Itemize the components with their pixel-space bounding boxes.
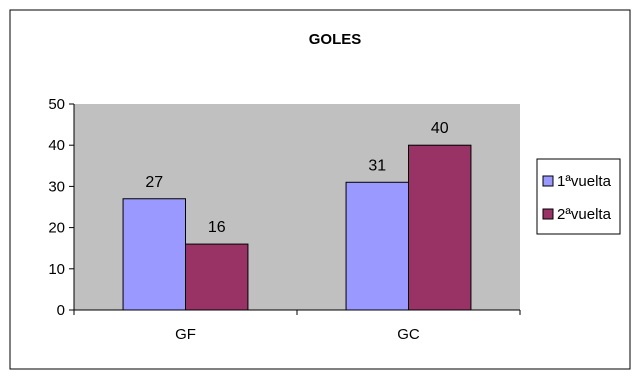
data-label: 16 — [208, 219, 226, 236]
chart-title: GOLES — [309, 31, 362, 48]
y-tick-label: 10 — [48, 261, 65, 278]
data-label: 27 — [145, 174, 163, 191]
y-tick-label: 20 — [48, 220, 65, 237]
legend-box — [536, 158, 621, 235]
y-tick-label: 0 — [57, 302, 65, 319]
legend-label: 1ªvuelta — [557, 173, 612, 190]
y-tick-label: 50 — [48, 96, 65, 113]
bar — [122, 198, 186, 311]
x-tick-label: GC — [397, 326, 420, 343]
y-axis: 0 10 20 30 40 50 — [48, 96, 75, 319]
legend-swatch — [542, 208, 554, 220]
x-axis: GF GC — [73, 309, 521, 343]
legend-swatch — [542, 175, 554, 187]
legend-label: 2ªvuelta — [557, 206, 612, 223]
data-label: 40 — [431, 120, 449, 137]
bar — [408, 144, 472, 311]
bars-group: 27 16 31 40 — [122, 120, 472, 311]
bar — [185, 243, 249, 311]
y-tick-label: 40 — [48, 137, 65, 154]
bar — [345, 181, 409, 311]
y-tick-label: 30 — [48, 178, 65, 195]
data-label: 31 — [368, 157, 386, 174]
x-tick-label: GF — [175, 326, 196, 343]
legend: 1ªvuelta 2ªvuelta — [542, 173, 612, 223]
